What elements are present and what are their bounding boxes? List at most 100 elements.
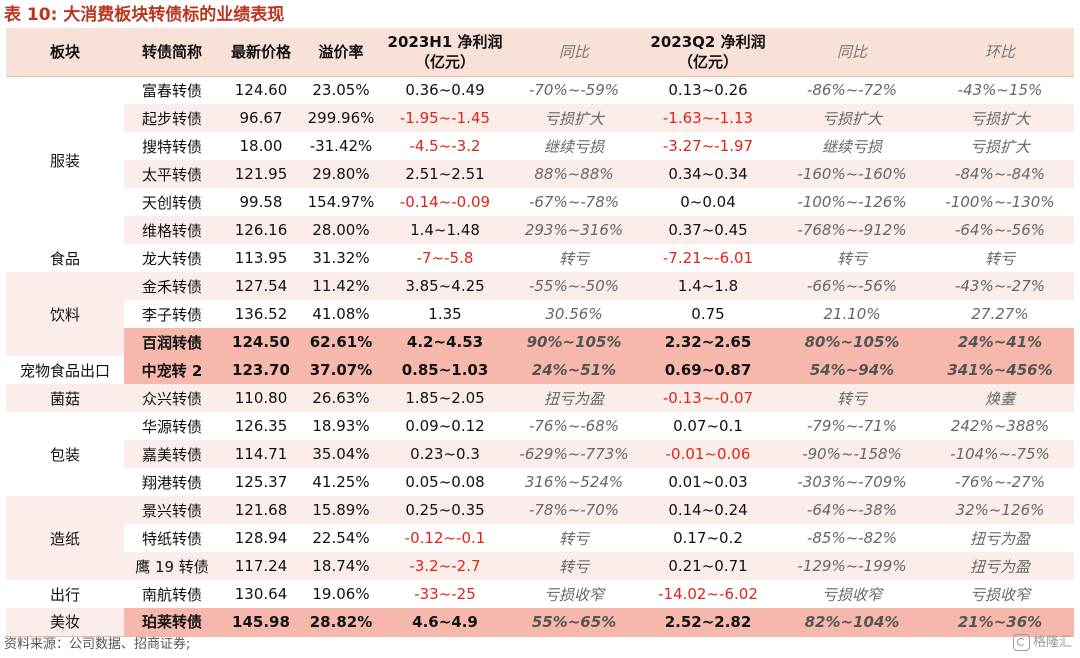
bond-price: 114.71 (234, 445, 288, 463)
header-premium: 溢价率 (302, 28, 380, 77)
bond-price: 113.95 (234, 249, 288, 267)
q2-qoq: -43%~-27% (954, 277, 1046, 295)
q2-qoq: -100%~-130% (945, 193, 1055, 211)
h1-profit: 4.6~4.9 (380, 608, 510, 637)
bond-premium: 28.82% (302, 608, 380, 637)
bond-name: 景兴转债 (141, 501, 202, 520)
bond-name: 珀莱转债 (124, 608, 220, 637)
performance-table: 板块 转债简称 最新价格 溢价率 2023H1 净利润 （亿元） 同比 2023Q… (6, 28, 1074, 637)
bond-premium: 29.80% (312, 165, 370, 183)
q2-qoq: 焕耋 (984, 389, 1015, 408)
bond-price: 130.64 (234, 585, 288, 603)
bond-price: 128.94 (234, 529, 288, 547)
q2-qoq: 扭亏为盈 (969, 557, 1030, 576)
sector-cell: 食品 (6, 244, 124, 272)
q2-yoy: -129%~-199% (797, 557, 907, 575)
bond-name: 鹰 19 转债 (135, 557, 209, 576)
bond-premium: 26.63% (312, 389, 370, 407)
q2-qoq: 341%~456% (947, 361, 1053, 379)
q2-profit: 0.34~0.34 (668, 165, 748, 183)
bond-name: 翔港转债 (141, 473, 202, 492)
h1-yoy: 90%~105% (526, 333, 622, 351)
sector-cell: 宠物食品出口 (6, 356, 124, 384)
header-h1-unit: （亿元） (414, 52, 475, 71)
q2-yoy: -86%~-72% (806, 81, 898, 100)
h1-yoy: 继续亏损 (543, 137, 604, 156)
h1-yoy: -67%~-78% (528, 193, 620, 211)
h1-profit: 0.23~0.3 (410, 445, 480, 463)
q2-qoq: -43%~15% (957, 81, 1043, 100)
header-name: 转债简称 (124, 28, 220, 77)
q2-yoy: 54%~94% (809, 361, 895, 379)
q2-yoy: -100%~-126% (797, 193, 907, 211)
table-row-highlight: 百润转债 124.50 62.61% 4.2~4.53 90%~105% 2.3… (6, 328, 1074, 356)
table-title: 表 10: 大消费板块转债标的业绩表现 (4, 5, 285, 25)
q2-profit: 2.32~2.65 (664, 333, 752, 351)
h1-yoy: -70%~-59% (528, 81, 620, 100)
q2-yoy: -303%~-709% (797, 473, 907, 491)
table-header-row: 板块 转债简称 最新价格 溢价率 2023H1 净利润 （亿元） 同比 2023Q… (6, 28, 1074, 77)
table-row: 嘉美转债 114.71 35.04% 0.23~0.3 -629%~-773% … (6, 440, 1074, 468)
bond-premium: 28.00% (312, 221, 370, 239)
header-price: 最新价格 (220, 28, 302, 77)
watermark-logo-icon (1012, 634, 1030, 651)
bond-name: 天创转债 (141, 193, 202, 212)
bond-name: 维格转债 (141, 221, 202, 240)
source-note: 资料来源：公司数据、招商证券; (4, 637, 191, 652)
bond-premium: 22.54% (312, 529, 370, 547)
bond-premium: 41.08% (312, 305, 370, 323)
header-q2-label: 2023Q2 净利润 (650, 32, 766, 51)
q2-qoq: -76%~-27% (954, 473, 1046, 491)
table-row: 饮料 金禾转债 127.54 11.42% 3.85~4.25 -55%~-50… (6, 272, 1074, 356)
bond-price: 124.60 (234, 81, 288, 100)
q2-yoy: 82%~104% (778, 608, 926, 637)
bond-premium: 62.61% (309, 333, 373, 351)
q2-qoq: 亏损扩大 (969, 109, 1030, 128)
sector-cell: 饮料 (6, 272, 124, 356)
h1-profit: 0.05~0.08 (405, 473, 485, 491)
watermark-text: 格隆汇 (1032, 635, 1072, 650)
bond-premium: 31.32% (312, 249, 370, 267)
h1-yoy: 88%~88% (534, 165, 614, 183)
q2-qoq: 亏损收窄 (969, 585, 1030, 604)
table-row: 李子转债 136.52 41.08% 1.35 30.56% 0.75 21.1… (6, 300, 1074, 328)
h1-yoy: 转亏 (558, 557, 589, 576)
sector-cell: 包装 (6, 412, 124, 496)
table-row: 天创转债 99.58 154.97% -0.14~-0.09 -67%~-78%… (6, 188, 1074, 216)
bond-name: 嘉美转债 (141, 445, 202, 464)
h1-profit: -0.12~-0.1 (404, 529, 486, 547)
h1-profit: -0.14~-0.09 (399, 193, 491, 211)
bond-name: 富春转债 (141, 81, 202, 100)
header-q2: 2023Q2 净利润 （亿元） (638, 28, 778, 77)
h1-yoy: 扭亏为盈 (543, 389, 604, 408)
bond-premium: 299.96% (307, 109, 375, 127)
h1-yoy: 转亏 (558, 529, 589, 548)
sector-cell: 菌菇 (6, 384, 124, 412)
bond-name: 南航转债 (141, 585, 202, 604)
h1-profit: -3.2~-2.7 (409, 557, 481, 575)
q2-yoy: -85%~-82% (806, 529, 898, 547)
q2-yoy: -768%~-912% (797, 221, 907, 239)
q2-yoy: 转亏 (836, 389, 867, 408)
h1-profit: 0.09~0.12 (405, 417, 485, 435)
q2-qoq: 亏损扩大 (969, 137, 1030, 156)
q2-yoy: 继续亏损 (821, 137, 882, 156)
bond-price: 126.35 (234, 417, 288, 435)
bond-premium: 18.74% (312, 557, 370, 575)
q2-profit: 1.4~1.8 (677, 277, 739, 295)
q2-profit: 0.21~0.71 (668, 557, 748, 575)
bond-price: 99.58 (239, 193, 283, 211)
header-q2-qoq: 环比 (926, 28, 1074, 77)
h1-yoy: -76%~-68% (528, 417, 620, 435)
bond-price: 124.50 (232, 333, 290, 351)
h1-yoy: -78%~-70% (528, 501, 620, 519)
q2-profit: 2.52~2.82 (638, 608, 778, 637)
q2-yoy: -90%~-158% (802, 445, 902, 463)
bond-name: 百润转债 (141, 333, 202, 352)
watermark: 格隆汇 (1012, 633, 1072, 653)
bond-price: 110.80 (234, 389, 288, 407)
q2-qoq: 242%~388% (950, 417, 1050, 435)
table-row: 出行 南航转债 130.64 19.06% -33~-25 亏损收窄 -14.0… (6, 580, 1074, 608)
q2-yoy: -64%~-38% (806, 501, 898, 519)
bond-price: 127.54 (234, 277, 288, 295)
